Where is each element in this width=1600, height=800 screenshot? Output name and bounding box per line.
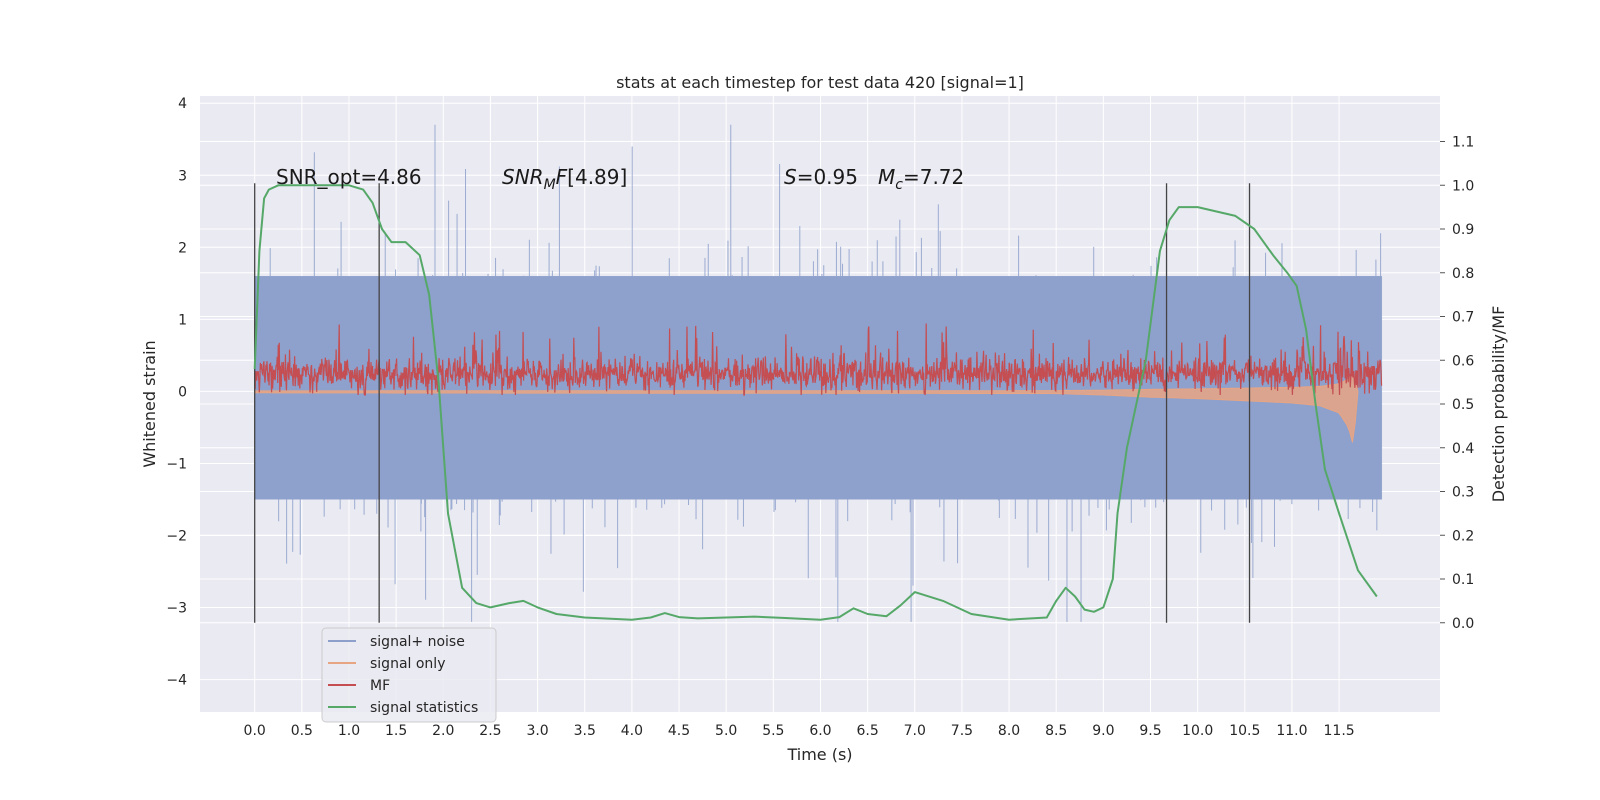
x-tick-label: 7.5: [951, 723, 973, 739]
x-tick-label: 0.0: [244, 723, 266, 739]
x-tick-label: 0.5: [291, 723, 313, 739]
y-tick-label-right: 0.8: [1452, 266, 1474, 282]
x-axis-label: Time (s): [786, 745, 852, 764]
annotation-snr-mf-value: [4.89]: [567, 165, 627, 189]
x-tick-label: 4.0: [621, 723, 643, 739]
chart-title: stats at each timestep for test data 420…: [616, 73, 1024, 92]
x-tick-label: 1.0: [338, 723, 360, 739]
x-tick-label: 5.5: [762, 723, 784, 739]
x-tick-label: 8.5: [1045, 723, 1067, 739]
x-tick-label: 2.5: [479, 723, 501, 739]
legend-label-signal-statistics: signal statistics: [370, 700, 478, 716]
annotation-mc-value: =7.72: [903, 165, 964, 189]
y-tick-label-right: 0.2: [1452, 528, 1474, 544]
y-tick-label-right: 1.0: [1452, 178, 1474, 194]
x-tick-label: 6.5: [856, 723, 878, 739]
y-tick-label-left: 3: [178, 168, 187, 184]
x-tick-label: 6.0: [809, 723, 831, 739]
annotation-s: S=0.95: [784, 165, 858, 189]
y-tick-label-left: −1: [166, 456, 187, 472]
y-tick-label-right: 0.1: [1452, 572, 1474, 588]
y-tick-label-right: 0.7: [1452, 310, 1474, 326]
series-signal-only: [254, 372, 1359, 443]
y-tick-label-right: 0.0: [1452, 616, 1474, 632]
x-tick-label: 9.5: [1139, 723, 1161, 739]
x-tick-label: 3.5: [574, 723, 596, 739]
annotation-s-value: =0.95: [797, 165, 858, 189]
y-tick-label-left: 0: [178, 384, 187, 400]
x-tick-label: 10.0: [1182, 723, 1213, 739]
vertical-markers: [254, 183, 1251, 623]
x-tick-label: 4.5: [668, 723, 690, 739]
series-mf: [254, 323, 1383, 396]
x-axis-ticks: 0.0 0.5 1.0 1.5 2.0 2.5 3.0 3.5 4.0 4.5 5.0 5.5 6.0 6…: [244, 723, 1355, 739]
legend-frame: [321, 627, 497, 723]
y-tick-label-left: −2: [166, 528, 187, 544]
legend: signal+ noise signal only MF signal stat…: [321, 627, 497, 723]
legend-label-signal-noise: signal+ noise: [370, 634, 465, 650]
y-axis-ticks-left: 4 3 2 1 0 −1 −2 −3 −4: [166, 96, 187, 688]
annotation-snr-mf: SNRMF[4.89]: [502, 165, 627, 193]
x-tick-label: 7.0: [904, 723, 926, 739]
x-tick-label: 5.0: [715, 723, 737, 739]
y-tick-label-right: 0.6: [1452, 353, 1474, 369]
x-tick-label: 8.0: [998, 723, 1020, 739]
series-signal-statistics: [253, 184, 1378, 621]
y-tick-label-left: 1: [178, 312, 187, 328]
x-tick-label: 1.5: [385, 723, 407, 739]
x-tick-label: 3.0: [526, 723, 548, 739]
y-tick-label-left: 4: [178, 96, 187, 112]
x-tick-label: 10.5: [1229, 723, 1260, 739]
x-tick-label: 11.0: [1276, 723, 1307, 739]
x-tick-label: 11.5: [1324, 723, 1355, 739]
y-tick-label-left: −3: [166, 601, 187, 617]
legend-label-signal-only: signal only: [370, 656, 445, 672]
y-tick-label-left: −4: [166, 673, 187, 689]
x-tick-label: 2.0: [432, 723, 454, 739]
y-tick-label-right: 0.4: [1452, 441, 1474, 457]
y-axis-label-right: Detection probability/MF: [1489, 306, 1508, 503]
y-tick-label-right: 0.9: [1452, 222, 1474, 238]
y-tick-label-right: 1.1: [1452, 135, 1474, 151]
y-tick-label-right: 0.3: [1452, 485, 1474, 501]
legend-label-mf: MF: [370, 678, 390, 694]
x-tick-label: 9.0: [1092, 723, 1114, 739]
y-axis-ticks-right: 0.0 0.1 0.2 0.3 0.4 0.5 0.6 0.7 0.8 0.9 1.0 1.1: [1440, 135, 1474, 632]
annotation-snr-opt: SNR_opt=4.86: [276, 165, 422, 189]
annotation-mc: Mc=7.72: [878, 165, 964, 193]
y-tick-label-right: 0.5: [1452, 397, 1474, 413]
y-axis-label-left: Whitened strain: [140, 340, 159, 467]
y-tick-label-left: 2: [178, 240, 187, 256]
